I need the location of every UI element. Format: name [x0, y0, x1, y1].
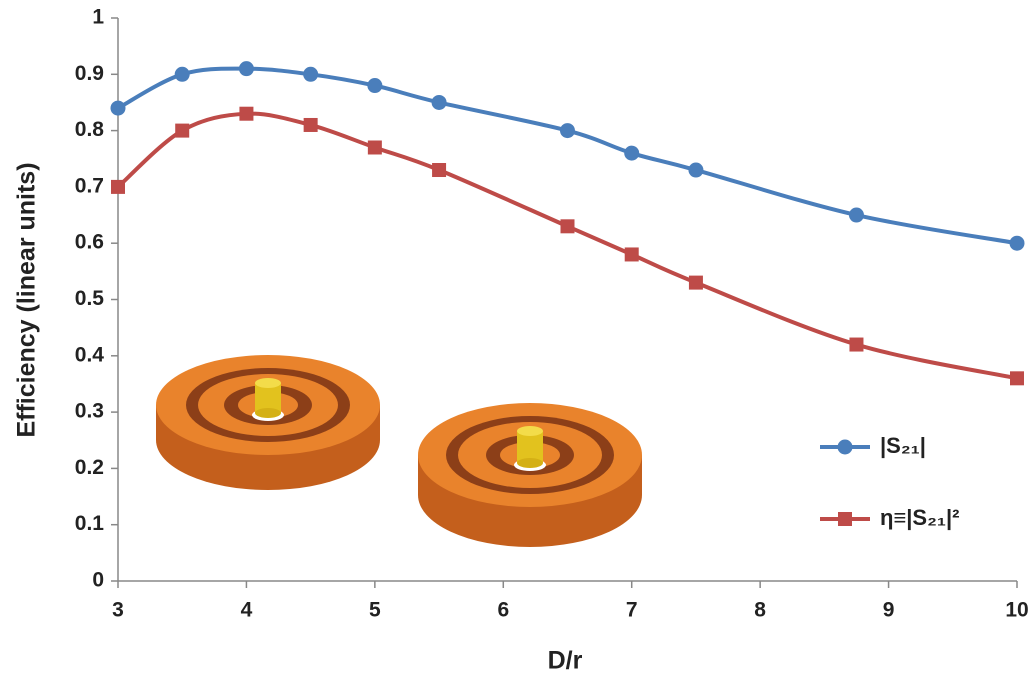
y-tick-label: 0.8 [75, 118, 105, 141]
x-tick-label: 4 [241, 599, 253, 622]
legend-marker [838, 512, 852, 526]
y-tick-label: 0.6 [75, 231, 104, 254]
marker [303, 117, 318, 132]
marker [431, 94, 447, 110]
marker [175, 123, 190, 138]
marker [624, 145, 640, 161]
x-tick-label: 5 [369, 599, 381, 622]
series-line [117, 66, 1018, 246]
x-axis-title: D/r [548, 647, 583, 675]
marker [238, 61, 254, 77]
marker [110, 100, 126, 116]
marker [1009, 235, 1025, 251]
x-tick-label: 6 [497, 599, 509, 622]
marker [848, 207, 864, 223]
x-tick-label: 3 [112, 599, 124, 622]
marker [239, 106, 254, 121]
legend-label: η≡|S₂₁|² [880, 505, 959, 530]
marker [367, 140, 382, 155]
marker [367, 78, 383, 94]
y-axis-title: Efficiency (linear units) [13, 162, 41, 437]
marker [688, 275, 703, 290]
marker [303, 66, 319, 82]
y-tick-label: 0.5 [75, 287, 105, 310]
y-tick-label: 0 [92, 569, 104, 592]
y-tick-label: 0.1 [75, 512, 105, 535]
marker [849, 337, 864, 352]
x-tick-label: 7 [626, 599, 638, 622]
y-tick-label: 1 [92, 6, 104, 29]
marker [432, 163, 447, 178]
marker [624, 247, 639, 262]
x-tick-label: 10 [1005, 599, 1028, 622]
disk-illustration [156, 355, 380, 490]
marker [560, 219, 575, 234]
legend-marker [837, 439, 853, 455]
marker [174, 66, 190, 82]
x-tick-label: 8 [754, 599, 766, 622]
marker [688, 162, 704, 178]
marker [111, 179, 125, 194]
x-tick-label: 9 [883, 599, 895, 622]
y-tick-label: 0.2 [75, 456, 104, 479]
marker [1010, 371, 1024, 386]
y-tick-label: 0.4 [75, 343, 105, 366]
y-tick-label: 0.9 [75, 62, 104, 85]
y-tick-label: 0.3 [75, 400, 104, 423]
y-tick-label: 0.7 [75, 174, 104, 197]
legend-label: |S₂₁| [880, 433, 926, 458]
marker [560, 123, 575, 139]
disk-illustration [418, 403, 642, 547]
series-line [116, 111, 1018, 381]
